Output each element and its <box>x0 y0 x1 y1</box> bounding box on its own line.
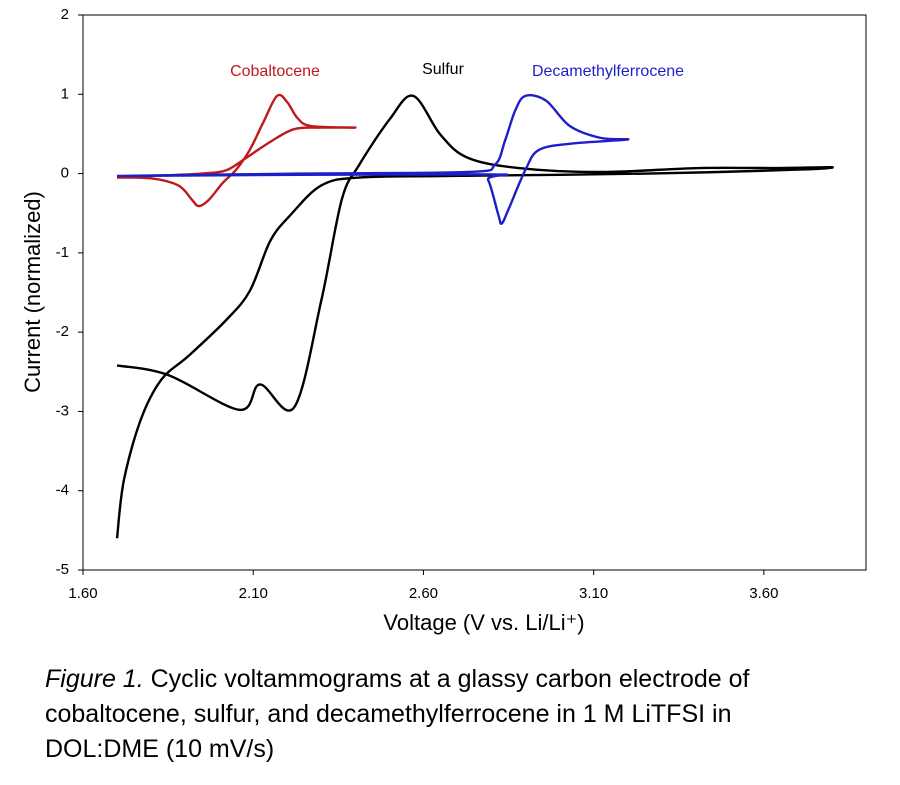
caption: Figure 1. Cyclic voltammograms at a glas… <box>45 662 845 767</box>
series-label: Decamethylferrocene <box>532 63 684 80</box>
series-label: Sulfur <box>422 61 464 78</box>
x-tick-label: 2.10 <box>239 585 268 602</box>
y-axis-title: Current (normalized) <box>20 191 45 393</box>
plot-frame <box>82 14 867 571</box>
series-line <box>117 94 630 225</box>
x-tick-label: 3.10 <box>579 585 608 602</box>
series-label: Cobaltocene <box>230 63 320 80</box>
series-line <box>117 93 357 208</box>
y-tick-label: -1 <box>56 244 69 261</box>
x-axis-title: Voltage (V vs. Li/Li⁺) <box>383 610 584 635</box>
caption-label: Figure 1. <box>45 665 144 693</box>
x-tick-label: 2.60 <box>409 585 438 602</box>
caption-text: Cyclic voltammograms at a glassy carbon … <box>45 665 750 763</box>
y-tick-label: -3 <box>56 402 69 419</box>
y-tick-label: 0 <box>61 165 69 182</box>
y-tick-label: 2 <box>61 6 69 23</box>
x-tick-label: 1.60 <box>68 585 97 602</box>
series-line <box>115 94 834 539</box>
y-tick-label: -2 <box>56 323 69 340</box>
x-tick-label: 3.60 <box>749 585 778 602</box>
y-tick-label: -5 <box>56 561 69 578</box>
y-tick-label: 1 <box>61 85 69 102</box>
y-tick-label: -4 <box>56 482 69 499</box>
chart: Voltage (V vs. Li/Li⁺) Current (normaliz… <box>20 6 867 635</box>
